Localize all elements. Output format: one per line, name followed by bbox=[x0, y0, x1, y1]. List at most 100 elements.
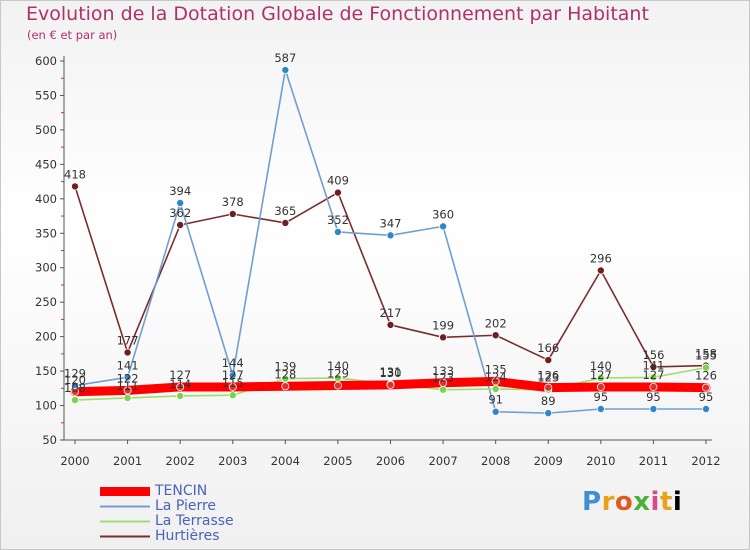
data-label-la-pierre: 144 bbox=[222, 356, 244, 370]
y-tick-label: 400 bbox=[35, 192, 57, 206]
data-point-tencin bbox=[386, 380, 395, 389]
x-tick-label: 2004 bbox=[271, 454, 300, 468]
legend-label-hurtieres: Hurtières bbox=[155, 528, 220, 544]
data-point-tencin bbox=[123, 386, 132, 395]
data-point-tencin bbox=[491, 377, 500, 386]
data-point-tencin bbox=[596, 382, 605, 391]
data-label-tencin: 127 bbox=[169, 368, 191, 382]
data-label-hurtieres: 166 bbox=[537, 341, 559, 355]
data-point-la-pierre bbox=[544, 409, 553, 418]
data-point-la-pierre bbox=[123, 373, 132, 382]
data-label-la-pierre: 95 bbox=[646, 390, 661, 404]
data-label-la-terrasse: 124 bbox=[485, 370, 507, 384]
legend-swatch-hurtieres bbox=[100, 535, 150, 538]
data-label-hurtieres: 365 bbox=[274, 204, 296, 218]
data-label-tencin: 120 bbox=[64, 373, 86, 387]
data-label-la-pierre: 95 bbox=[594, 390, 609, 404]
proxiti-logo: Proxiti bbox=[582, 487, 683, 517]
legend-label-la-pierre: La Pierre bbox=[155, 498, 217, 514]
data-point-tencin bbox=[649, 382, 658, 391]
data-label-tencin: 130 bbox=[380, 366, 402, 380]
data-label-hurtieres: 217 bbox=[380, 306, 402, 320]
data-point-la-terrasse bbox=[176, 391, 185, 400]
y-tick-label: 600 bbox=[35, 54, 57, 68]
data-point-la-pierre bbox=[386, 231, 395, 240]
data-point-hurtieres bbox=[123, 348, 132, 357]
data-point-la-terrasse bbox=[228, 391, 237, 400]
data-label-hurtieres: 378 bbox=[222, 195, 244, 209]
data-label-la-terrasse: 123 bbox=[432, 371, 454, 385]
data-point-la-terrasse bbox=[439, 385, 448, 394]
y-tick-label: 450 bbox=[35, 157, 57, 171]
data-label-la-pierre: 129 bbox=[64, 367, 86, 381]
data-point-tencin bbox=[228, 382, 237, 391]
data-point-la-pierre bbox=[281, 65, 290, 74]
data-point-la-terrasse bbox=[491, 385, 500, 394]
x-tick-label: 2001 bbox=[113, 454, 142, 468]
data-label-hurtieres: 418 bbox=[64, 167, 86, 181]
data-label-hurtieres: 409 bbox=[327, 174, 349, 188]
data-point-hurtieres bbox=[176, 221, 185, 230]
x-tick-label: 2003 bbox=[218, 454, 247, 468]
data-label-hurtieres: 158 bbox=[695, 347, 717, 361]
y-tick-label: 50 bbox=[42, 433, 57, 447]
data-point-la-terrasse bbox=[649, 373, 658, 382]
data-point-hurtieres bbox=[71, 182, 80, 191]
data-label-la-terrasse: 131 bbox=[380, 365, 402, 379]
x-tick-label: 2007 bbox=[428, 454, 457, 468]
data-label-la-terrasse: 139 bbox=[274, 360, 296, 374]
x-tick-label: 2008 bbox=[481, 454, 510, 468]
data-point-tencin bbox=[71, 387, 80, 396]
data-point-la-terrasse bbox=[702, 363, 711, 372]
data-label-la-pierre: 91 bbox=[488, 393, 503, 407]
data-label-tencin: 135 bbox=[485, 362, 507, 376]
data-label-hurtieres: 362 bbox=[169, 206, 191, 220]
data-label-tencin: 126 bbox=[695, 369, 717, 383]
x-tick-label: 2011 bbox=[639, 454, 668, 468]
data-label-la-terrasse: 115 bbox=[222, 376, 244, 390]
data-label-la-terrasse: 114 bbox=[169, 377, 191, 391]
chart-title: Evolution de la Dotation Globale de Fonc… bbox=[26, 3, 649, 25]
data-point-la-pierre bbox=[333, 227, 342, 236]
x-tick-label: 2002 bbox=[166, 454, 195, 468]
y-tick-label: 100 bbox=[35, 399, 57, 413]
data-point-la-pierre bbox=[228, 371, 237, 380]
data-point-la-pierre bbox=[649, 404, 658, 413]
data-label-la-terrasse: 140 bbox=[590, 359, 612, 373]
x-tick-label: 2000 bbox=[60, 454, 89, 468]
legend-label-la-terrasse: La Terrasse bbox=[155, 513, 234, 529]
data-label-tencin: 122 bbox=[117, 371, 139, 385]
legend-swatch-la-pierre bbox=[100, 505, 150, 508]
data-label-hurtieres: 199 bbox=[432, 318, 454, 332]
y-tick-label: 200 bbox=[35, 330, 57, 344]
data-label-la-pierre: 347 bbox=[380, 216, 402, 230]
y-tick-label: 350 bbox=[35, 226, 57, 240]
x-tick-label: 2005 bbox=[323, 454, 352, 468]
data-label-tencin: 127 bbox=[222, 368, 244, 382]
data-label-tencin: 126 bbox=[537, 369, 559, 383]
data-label-la-terrasse: 123 bbox=[537, 371, 559, 385]
x-tick-label: 2012 bbox=[691, 454, 720, 468]
data-label-hurtieres: 177 bbox=[117, 333, 139, 347]
data-label-la-pierre: 141 bbox=[117, 358, 139, 372]
data-point-la-pierre bbox=[176, 198, 185, 207]
data-label-la-terrasse: 140 bbox=[327, 359, 349, 373]
data-point-la-pierre bbox=[596, 404, 605, 413]
chart-subtitle: (en € et par an) bbox=[27, 28, 118, 42]
data-label-tencin: 127 bbox=[642, 368, 664, 382]
data-label-la-pierre: 394 bbox=[169, 184, 191, 198]
data-point-la-pierre bbox=[491, 407, 500, 416]
y-tick-label: 250 bbox=[35, 295, 57, 309]
data-label-hurtieres: 202 bbox=[485, 316, 507, 330]
data-label-hurtieres: 296 bbox=[590, 251, 612, 265]
y-tick-label: 150 bbox=[35, 364, 57, 378]
data-point-la-terrasse bbox=[71, 396, 80, 405]
x-tick-label: 2009 bbox=[534, 454, 563, 468]
data-label-tencin: 128 bbox=[274, 367, 296, 381]
legend-swatch-tencin bbox=[100, 487, 150, 496]
x-tick-label: 2006 bbox=[376, 454, 405, 468]
data-point-tencin bbox=[176, 382, 185, 391]
data-label-la-pierre: 360 bbox=[432, 207, 454, 221]
data-point-hurtieres bbox=[281, 218, 290, 227]
